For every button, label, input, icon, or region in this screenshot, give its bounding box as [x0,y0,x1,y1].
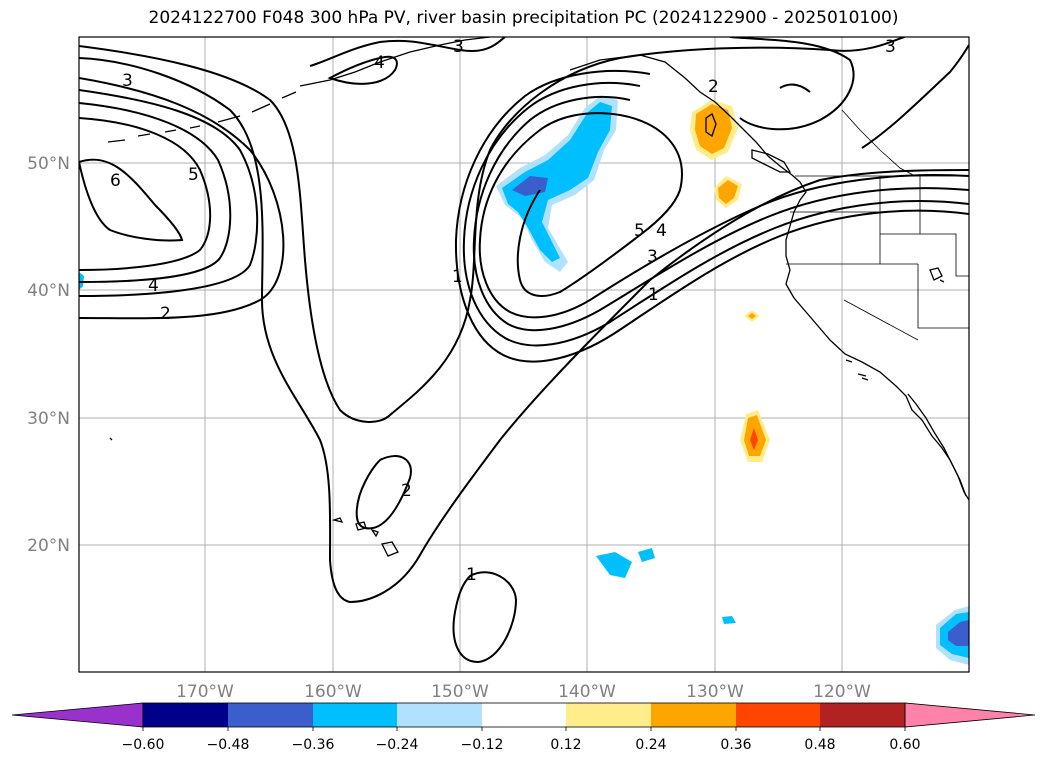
map-title: 2024122700 F048 300 hPa PV, river basin … [148,8,899,28]
colorbar-tick-label: 0.48 [804,737,835,753]
contour-label: 2 [708,77,719,97]
colorbar-segment [228,703,313,727]
colorbar-tick-label: −0.60 [122,737,165,753]
plot-frame [78,36,970,673]
colorbar-tick-label: 0.36 [720,737,751,753]
positive-anomaly-area [748,313,756,319]
lon-label: 150°W [431,682,489,702]
contour-label: 4 [656,221,667,241]
colorbar-segment [397,703,482,727]
vancouver-island [751,149,792,173]
colorbar-tick-label: −0.36 [292,737,335,753]
lon-label: 140°W [558,682,616,702]
pv-contour-5 [79,117,212,271]
lake-outline [929,267,945,283]
colorbar-tick-label: −0.48 [207,737,250,753]
islet [109,437,113,441]
contour-label: 4 [148,276,159,296]
pv-contour-2b [355,455,412,530]
pv-contour-2 [79,77,285,320]
colorbar-tick-label: 0.12 [550,737,581,753]
hawaii-islands [331,517,399,557]
pv-contour-3-northeast [729,37,855,131]
negative-anomaly-area [502,102,612,262]
colorbar-tick-label: −0.24 [376,737,419,753]
positive-anomaly-area [718,180,738,204]
negative-anomaly-area [722,616,736,624]
pv-contour-3 [79,89,259,297]
contour-label: 1 [648,285,659,305]
latitude-labels: 50°N 40°N 30°N 20°N [27,154,70,556]
positive-anomaly-area [750,428,758,450]
north-america-coastline [569,54,969,501]
contour-label: 5 [634,221,645,241]
pv-contour-4 [79,102,232,283]
lat-label: 20°N [27,536,70,556]
contour-label: 1 [452,267,463,287]
colorbar-frame [142,702,906,728]
pv-contour-4-northeast [861,44,969,149]
negative-anomaly-area [948,620,969,646]
lon-label: 160°W [304,682,362,702]
colorbar-tick-label: 0.60 [889,737,920,753]
contour-label: 3 [647,247,658,267]
colorbar-segment [736,703,820,727]
contour-label: 3 [453,37,464,57]
pv-contour-1c [452,571,518,664]
contour-label: 6 [110,171,121,191]
colorbar-extend-low [11,702,144,728]
contour-label: 1 [466,565,477,585]
colorbar-segment [143,703,228,727]
lat-label: 40°N [27,281,70,301]
colorbar-segment [482,703,566,727]
lat-label: 30°N [27,409,70,429]
pv-contour-5-northeast [779,83,811,93]
contour-label: 4 [374,53,385,73]
pv-contour-1 [79,37,906,423]
pv-contour-3c [309,37,506,67]
colorbar-tick-label: 0.24 [635,737,666,753]
negative-anomaly-area [596,552,632,578]
lon-label: 130°W [686,682,744,702]
colorbar-segment [566,703,651,727]
canada-province-border [841,109,916,177]
colorbar-ticks [142,727,906,731]
pv-contours [79,37,969,664]
pv-contour-4c [327,55,398,85]
colorbar-tick-label: −0.12 [461,737,504,753]
state-borders [786,176,969,341]
haida-gwaii [705,113,717,138]
longitude-labels: 170°W 160°W 150°W 140°W 130°W 120°W [176,682,871,702]
positive-anomaly-area [695,104,732,154]
channel-islands [845,359,869,381]
colorbar: −0.60 −0.48 −0.36 −0.24 −0.12 0.12 0.24 … [11,702,1036,753]
contour-label: 2 [401,481,412,501]
contour-label: 3 [885,37,896,57]
pv-contour-6 [79,158,184,242]
precip-shading [79,96,969,665]
colorbar-segment [313,703,397,727]
contour-labels: 3 3 3 4 2 6 5 4 2 1 5 4 3 1 2 1 [110,37,896,585]
pv-trough-3 [472,95,969,332]
aleutian-islands [107,91,297,143]
pv-trough-1 [478,112,969,319]
negative-anomaly-area [638,548,655,562]
pv-trough-4 [462,81,969,347]
lon-label: 170°W [176,682,234,702]
gridlines [79,37,969,672]
baja-coastline [907,393,967,497]
contour-label: 2 [160,304,171,324]
contour-label: 5 [188,165,199,185]
contour-label: 3 [122,71,133,91]
lon-label: 120°W [813,682,871,702]
colorbar-segment [651,703,736,727]
colorbar-extend-high [904,702,1036,728]
pv-contour-1b [79,57,969,604]
colorbar-segment [820,703,905,727]
lat-label: 50°N [27,154,70,174]
pv-trough-1b [454,69,969,363]
